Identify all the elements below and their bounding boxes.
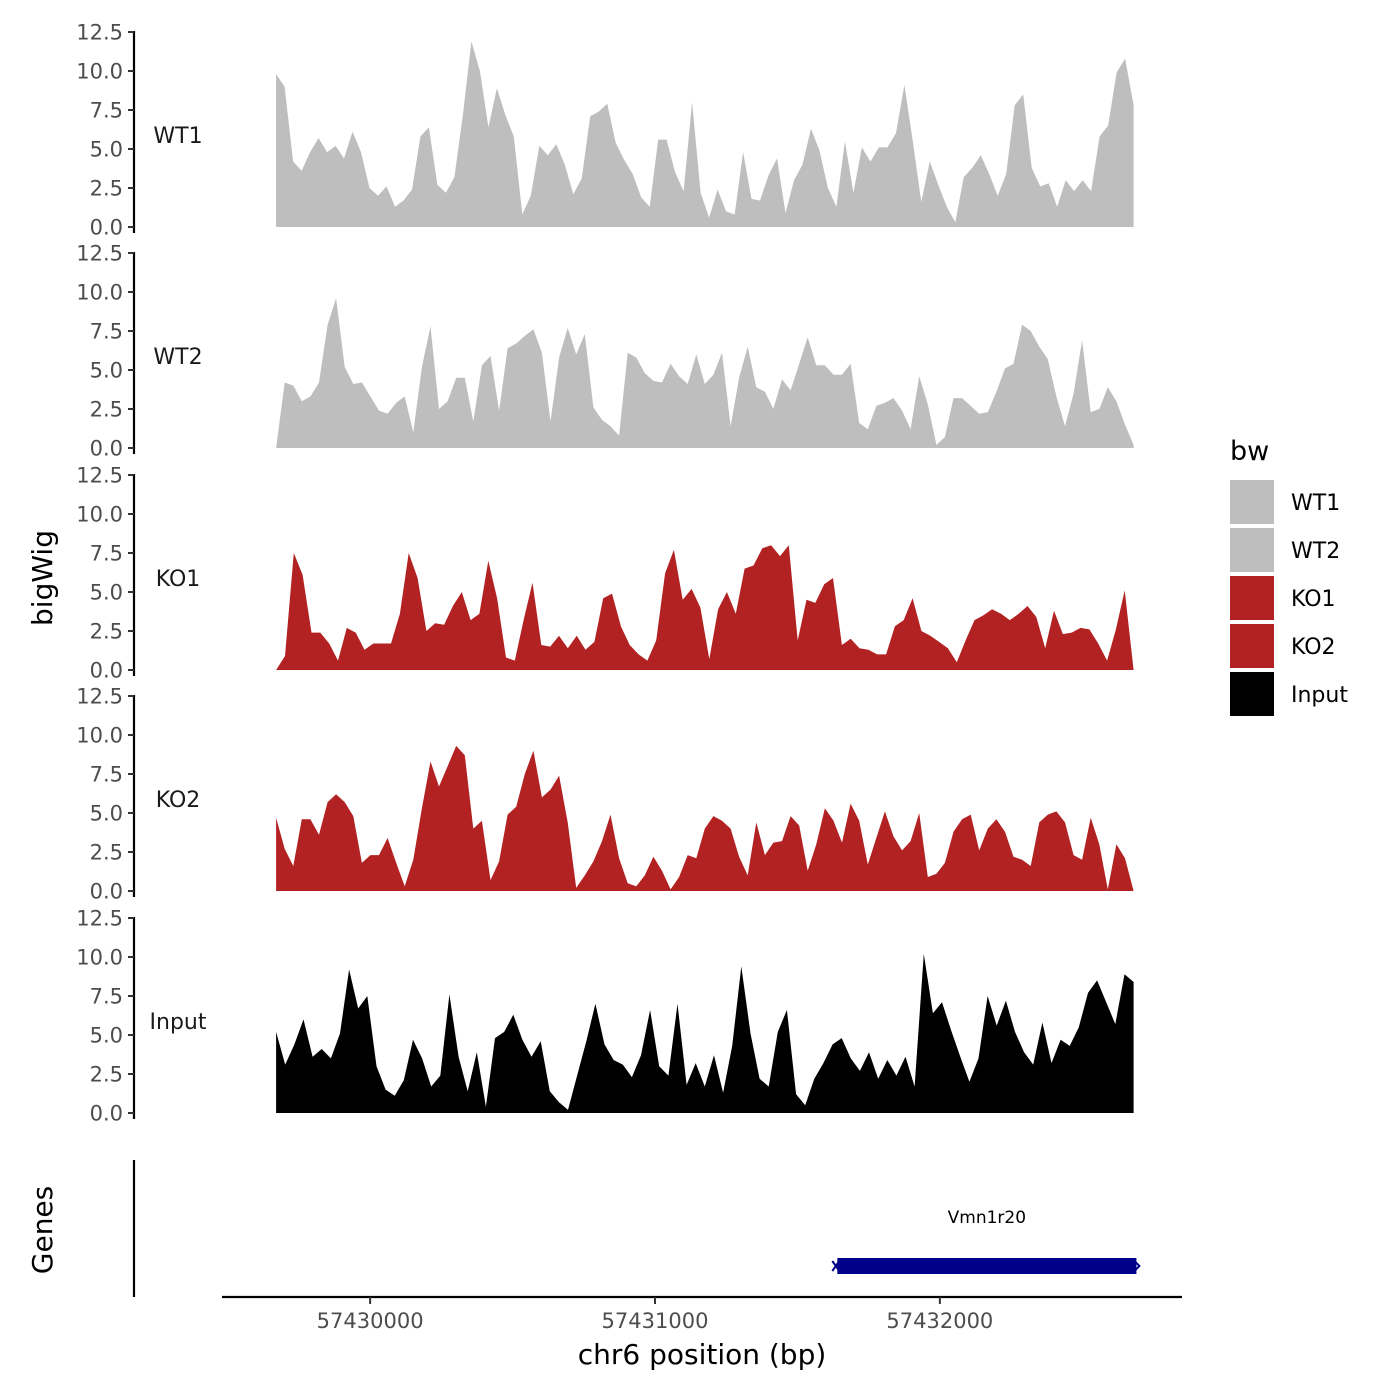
y-tick-label: 2.5 <box>90 620 123 644</box>
track-ko1: 0.0 2.5 5.0 7.5 10.0 12.5 KO1 <box>76 464 1134 683</box>
track-label-wt2: WT2 <box>153 345 202 370</box>
track-label-ko1: KO1 <box>156 567 201 592</box>
x-tick-label: 57430000 <box>317 1309 424 1333</box>
area-input <box>276 953 1134 1113</box>
y-tick-label: 7.5 <box>90 99 123 123</box>
gene-label: Vmn1r20 <box>948 1208 1026 1228</box>
x-tick-label: 57431000 <box>602 1309 709 1333</box>
gene-body <box>837 1258 1137 1274</box>
y-tick-label: 10.0 <box>76 60 123 84</box>
legend-label: WT2 <box>1291 539 1340 564</box>
gene-vmn1r20: Vmn1r20 <box>831 1208 1141 1274</box>
x-axis-title: chr6 position (bp) <box>578 1338 827 1371</box>
legend-item-ko2: KO2 <box>1230 624 1336 668</box>
y-tick-label: 12.5 <box>76 242 123 266</box>
gene-end-marker <box>1133 1260 1141 1272</box>
y-tick-label: 10.0 <box>76 281 123 305</box>
y-tick-label: 12.5 <box>76 464 123 488</box>
genes-panel: Vmn1r20 <box>132 1160 1141 1297</box>
y-tick-label: 0.0 <box>90 437 123 461</box>
track-ko2: 0.0 2.5 5.0 7.5 10.0 12.5 KO2 <box>76 685 1134 904</box>
y-tick-label: 7.5 <box>90 763 123 787</box>
area-ko2 <box>276 745 1134 891</box>
y-tick-label: 0.0 <box>90 1102 123 1126</box>
genes-axis-title: Genes <box>26 1186 59 1274</box>
track-input: 0.0 2.5 5.0 7.5 10.0 12.5 Input <box>76 907 1134 1126</box>
y-tick-label: 10.0 <box>76 946 123 970</box>
y-tick-label: 2.5 <box>90 177 123 201</box>
x-axis: 57430000 57431000 57432000 <box>222 1295 1182 1333</box>
tracks-layer: 0.0 2.5 5.0 7.5 10.0 12.5 WT1 0.0 2.5 5.0 7.5 10.0 1… <box>76 21 1134 1126</box>
y-tick-label: 7.5 <box>90 542 123 566</box>
y-tick-label: 10.0 <box>76 724 123 748</box>
y-tick-label: 5.0 <box>90 359 123 383</box>
y-tick-label: 12.5 <box>76 21 123 45</box>
y-tick-label: 2.5 <box>90 1063 123 1087</box>
y-tick-label: 0.0 <box>90 659 123 683</box>
legend-item-wt1: WT1 <box>1230 480 1340 524</box>
legend-item-wt2: WT2 <box>1230 528 1340 572</box>
y-tick-label: 7.5 <box>90 320 123 344</box>
y-tick-label: 5.0 <box>90 1024 123 1048</box>
area-wt2 <box>276 298 1134 448</box>
track-wt1: 0.0 2.5 5.0 7.5 10.0 12.5 WT1 <box>76 21 1134 240</box>
y-tick-label: 12.5 <box>76 685 123 709</box>
legend-label: Input <box>1291 683 1348 708</box>
legend-swatch <box>1230 480 1274 524</box>
legend-label: KO1 <box>1291 587 1336 612</box>
legend-item-input: Input <box>1230 672 1348 716</box>
legend-swatch <box>1230 672 1274 716</box>
y-axis-title: bigWig <box>26 530 59 626</box>
legend-swatch <box>1230 624 1274 668</box>
track-wt2: 0.0 2.5 5.0 7.5 10.0 12.5 WT2 <box>76 242 1134 461</box>
y-tick-label: 7.5 <box>90 985 123 1009</box>
track-label-wt1: WT1 <box>153 124 202 149</box>
gene-start-marker <box>831 1260 841 1272</box>
legend-title: bw <box>1230 436 1269 467</box>
legend-label: WT1 <box>1291 491 1340 516</box>
y-tick-label: 2.5 <box>90 398 123 422</box>
area-ko1 <box>276 545 1134 670</box>
legend-swatch <box>1230 576 1274 620</box>
legend-swatch <box>1230 528 1274 572</box>
y-tick-label: 0.0 <box>90 216 123 240</box>
legend-item-ko1: KO1 <box>1230 576 1336 620</box>
y-tick-label: 5.0 <box>90 802 123 826</box>
y-tick-label: 10.0 <box>76 503 123 527</box>
legend: bw WT1 WT2 KO1 KO2 Input <box>1230 436 1348 716</box>
track-label-ko2: KO2 <box>156 788 201 813</box>
y-tick-label: 5.0 <box>90 138 123 162</box>
x-tick-label: 57432000 <box>886 1309 993 1333</box>
y-tick-label: 2.5 <box>90 841 123 865</box>
y-tick-label: 5.0 <box>90 581 123 605</box>
area-wt1 <box>276 41 1134 228</box>
track-label-input: Input <box>150 1010 207 1035</box>
legend-label: KO2 <box>1291 635 1336 660</box>
y-tick-label: 12.5 <box>76 907 123 931</box>
y-tick-label: 0.0 <box>90 880 123 904</box>
